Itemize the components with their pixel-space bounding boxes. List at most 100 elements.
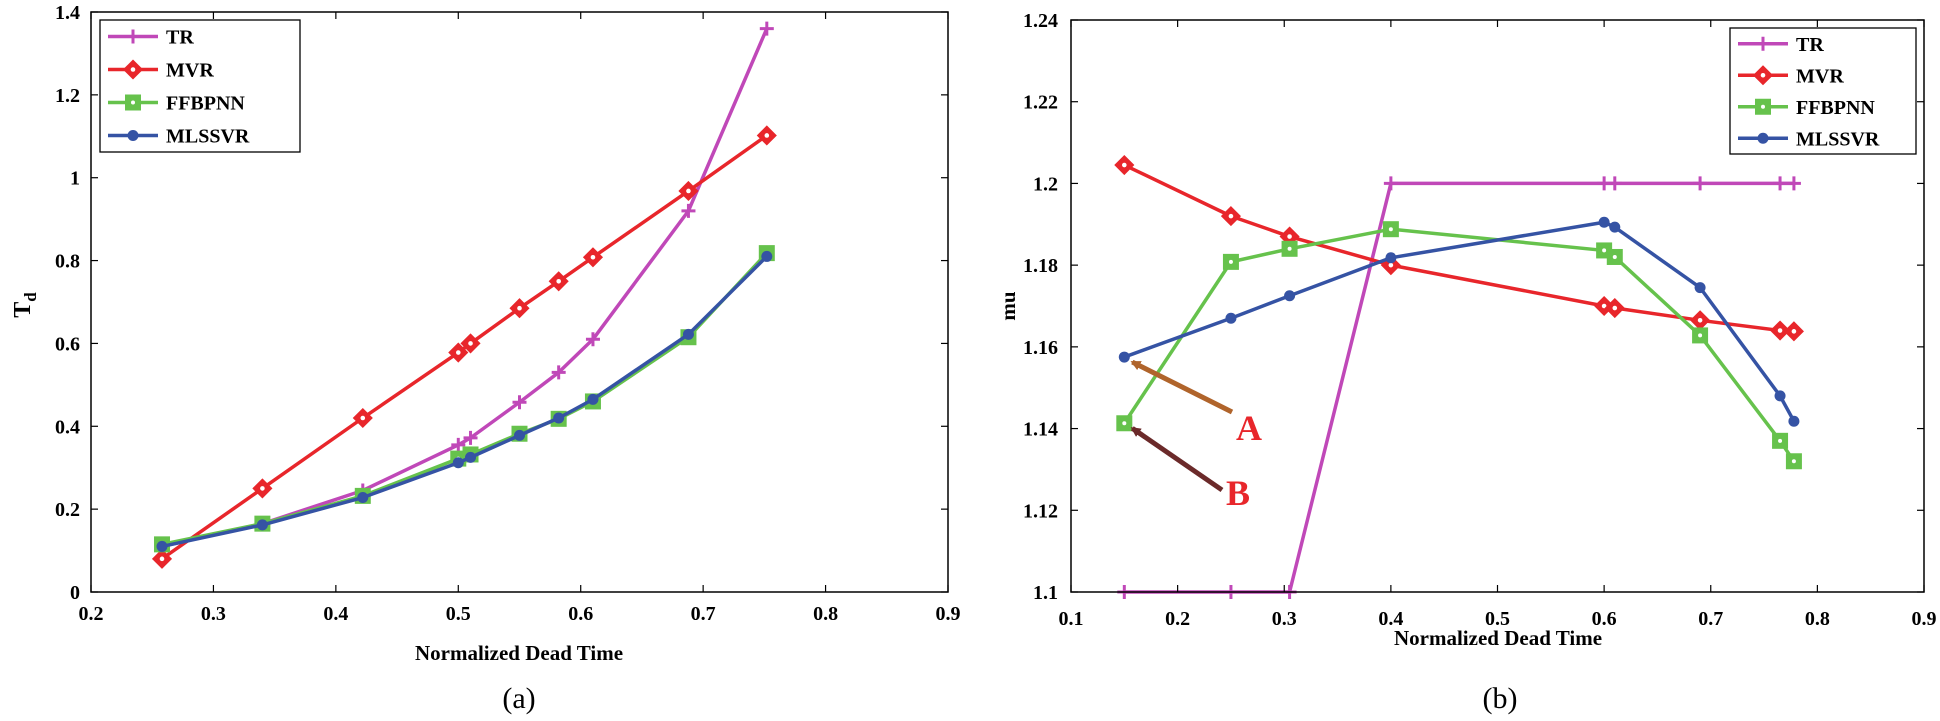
point-mlssvr-a [761, 250, 773, 262]
point-mlssvr-b [1284, 290, 1296, 302]
line-tr-a [161, 27, 769, 549]
legend-label-ffbpnn-a: FFBPNN [166, 93, 245, 115]
legend-a: TR MVR FFBPNN MLSSVR [99, 19, 301, 153]
y-tick-label-b: 1.14 [1023, 419, 1058, 441]
point-tr-a [551, 365, 566, 380]
point-tr-b [1786, 176, 1801, 191]
point-mvr-a-center [556, 278, 561, 284]
point-ffbpnn-b-center [1388, 227, 1393, 232]
legend-marker-tr-b [1756, 36, 1770, 51]
point-mvr-a-center [455, 350, 461, 355]
point-ffbpnn-b-center [1698, 333, 1703, 338]
line-ffbpnn-a [161, 251, 769, 547]
point-mlssvr-b [1598, 216, 1610, 228]
y-tick-label-a: 0 [70, 582, 80, 604]
point-mvr-a-center [159, 556, 165, 562]
point-ffbpnn-b-center [1778, 438, 1783, 443]
y-axis-label-a: Td [10, 292, 40, 318]
line-mvr-a [161, 134, 768, 561]
panel-label-a: (a) [502, 682, 535, 715]
y-tick-label-a: 0.2 [55, 499, 80, 521]
point-tr-b [1607, 176, 1622, 191]
x-tick-label-a: 0.6 [568, 603, 593, 625]
y-tick-label-b: 1.1 [1033, 582, 1058, 604]
y-tick-label-a: 1.4 [55, 2, 80, 24]
point-tr-b [1773, 176, 1788, 191]
annotation-arrow-b [1130, 426, 1224, 493]
y-tick-label-b: 1.16 [1023, 337, 1058, 359]
x-tick-label-b: 0.4 [1378, 608, 1403, 630]
point-mvr-b-center [1777, 328, 1783, 333]
y-tick-label-a: 0.8 [55, 251, 80, 273]
x-tick-label-b: 0.5 [1485, 608, 1510, 630]
legend-marker-mlssvr-b [1757, 132, 1769, 144]
point-tr-b [1383, 176, 1398, 191]
y-tick-label-b: 1.18 [1023, 255, 1058, 277]
x-tick-label-b: 0.7 [1698, 608, 1723, 630]
point-mvr-a-center [764, 133, 770, 138]
point-mvr-b-center [1601, 303, 1607, 309]
legend-item-ffbpnn-a: FFBPNN [108, 93, 245, 115]
point-mlssvr-a [156, 540, 168, 552]
point-ffbpnn-b-center [1602, 248, 1607, 253]
y-tick-label-b: 1.2 [1033, 173, 1058, 195]
ticks-b: 0.1 0.2 0.3 0.4 0.5 0.6 0.7 0.8 0.9 1.1 1.12 1.14 1.… [1023, 10, 1937, 630]
chart-panel-a: Normalized Dead Time Td (a) TR MVR FFBPNN M… [10, 2, 961, 715]
legend-marker-ffbpnn-a-center [131, 100, 135, 105]
annotation-arrow-a [1130, 359, 1234, 415]
legend-item-tr-a: TR [108, 27, 194, 49]
point-ffbpnn-b-center [1122, 421, 1127, 426]
point-mvr-b-center [1228, 213, 1234, 219]
point-tr-a [681, 203, 696, 218]
legend-item-mlssvr-b: MLSSVR [1738, 128, 1880, 150]
legend-item-mvr-a: MVR [108, 59, 214, 82]
legend-label-mvr-a: MVR [166, 60, 214, 82]
y-tick-label-a: 0.6 [55, 333, 80, 355]
point-tr-a [585, 332, 600, 347]
point-mlssvr-a [587, 393, 599, 405]
x-tick-label-b: 0.6 [1592, 608, 1617, 630]
point-mlssvr-a [357, 492, 369, 504]
point-mvr-a-center [468, 341, 473, 346]
series-ffbpnn-a [154, 245, 775, 553]
point-mlssvr-b [1609, 221, 1621, 233]
point-mlssvr-a [256, 519, 268, 531]
point-mlssvr-b [1774, 390, 1786, 402]
legend-label-ffbpnn-b: FFBPNN [1796, 97, 1875, 119]
series-mvr-b [1114, 154, 1804, 342]
x-tick-label-b: 0.3 [1272, 608, 1297, 630]
annotations-b: AB [1130, 359, 1262, 513]
panel-label-b: (b) [1483, 682, 1518, 715]
y-tick-label-a: 1 [70, 168, 80, 190]
x-tick-label-b: 0.1 [1059, 608, 1084, 630]
legend-marker-ffbpnn-b-center [1761, 104, 1765, 109]
point-mlssvr-b [1788, 415, 1800, 427]
chart-panel-b: Normalized Dead Time mu (b) TR MVR FFBPNN M… [996, 10, 1937, 715]
point-mlssvr-a [452, 457, 464, 469]
ticks-a: 0.2 0.3 0.4 0.5 0.6 0.7 0.8 0.900.20.40.60.811.… [55, 2, 961, 625]
x-tick-label-b: 0.9 [1912, 608, 1937, 630]
x-tick-label-a: 0.9 [936, 603, 961, 625]
point-mvr-b-center [1122, 162, 1127, 168]
series-mvr-a [151, 125, 777, 569]
legend-marker-mlssvr-a [127, 130, 139, 141]
point-mvr-a-center [686, 188, 691, 194]
legend-item-mvr-b: MVR [1738, 65, 1844, 87]
legend-item-mlssvr-a: MLSSVR [108, 126, 250, 148]
legend-label-tr-b: TR [1796, 34, 1824, 56]
x-tick-label-a: 0.5 [446, 603, 471, 625]
point-mlssvr-b [1385, 252, 1397, 264]
x-tick-label-a: 0.2 [79, 603, 104, 625]
x-axis-label-b: Normalized Dead Time [1394, 626, 1602, 650]
x-tick-label-b: 0.8 [1805, 608, 1830, 630]
legend-item-tr-b: TR [1738, 34, 1824, 56]
point-tr-a [512, 395, 527, 410]
x-tick-label-a: 0.7 [691, 603, 716, 625]
point-mvr-b-center [1791, 329, 1797, 334]
series-tr-b [1117, 176, 1801, 599]
y-tick-label-b: 1.12 [1023, 500, 1058, 522]
point-mlssvr-a [682, 328, 694, 340]
point-mvr-a-center [517, 305, 522, 311]
point-mvr-b-center [1697, 318, 1703, 323]
